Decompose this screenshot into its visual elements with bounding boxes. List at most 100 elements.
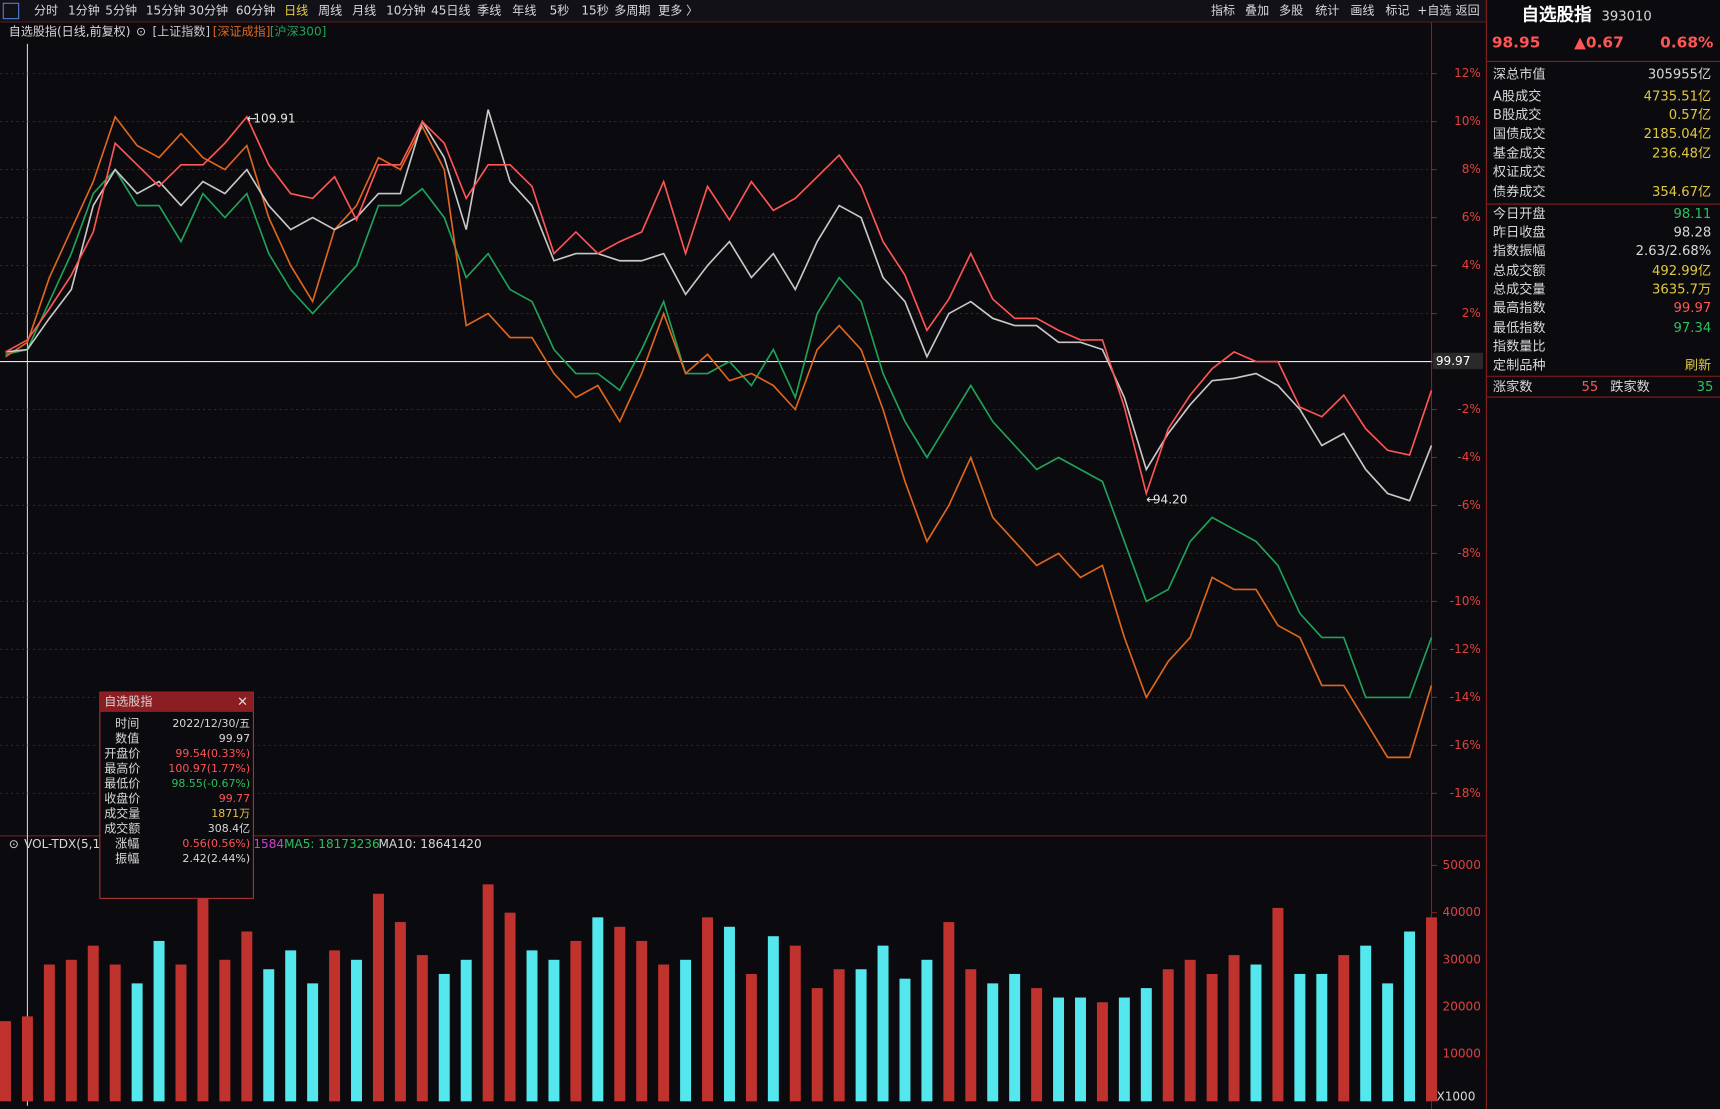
volume-bar — [329, 950, 341, 1102]
volume-bar — [1228, 955, 1240, 1102]
breadth-value: 35 — [1697, 380, 1714, 395]
toolbar-button[interactable]: 月线 — [352, 3, 376, 17]
volume-bar — [767, 936, 779, 1102]
menu-icon[interactable] — [2, 2, 20, 20]
stat-label: 定制品种 — [1493, 357, 1546, 373]
volume-bar — [1272, 907, 1284, 1102]
toolbar-button[interactable]: 指标 — [1211, 2, 1235, 17]
y-tick-label: -8% — [1457, 546, 1480, 560]
volume-bar — [789, 945, 801, 1102]
stat-value: 2185.04亿 — [1644, 126, 1712, 142]
legend-entry[interactable]: [上证指数] — [152, 23, 210, 38]
toolbar-button[interactable]: 更多 〉 — [658, 3, 698, 17]
volume-bar — [87, 945, 99, 1102]
volume-bar — [570, 940, 582, 1102]
volume-bar — [197, 898, 209, 1102]
toolbar-button[interactable]: 周线 — [318, 3, 342, 17]
volume-bar — [1316, 973, 1328, 1102]
volume-bar — [614, 926, 626, 1102]
volume-icon: ⊙ — [9, 837, 19, 851]
volume-bar — [1294, 973, 1306, 1102]
main-chart: 12%10%8%6%4%2%0%-2%-4%-6%-8%-10%-12%-14%… — [0, 23, 1484, 800]
y-tick-label: 40000 — [1443, 905, 1481, 919]
toolbar-button[interactable]: 10分钟 — [386, 2, 425, 17]
toolbar-button[interactable]: 1分钟 — [68, 2, 100, 17]
tooltip-box — [99, 691, 254, 899]
volume-bar — [1074, 997, 1086, 1102]
volume-bar — [153, 940, 165, 1102]
stat-label: 今日开盘 — [1493, 205, 1546, 222]
stat-value: 0.57亿 — [1669, 107, 1711, 123]
stat-label: 基金成交 — [1493, 145, 1546, 162]
stat-label: 深总市值 — [1493, 66, 1546, 83]
y-tick-label: 6% — [1462, 210, 1481, 224]
toolbar-button[interactable]: 统计 — [1315, 3, 1339, 17]
tooltip-value: 99.54(0.33%) — [175, 747, 250, 760]
tooltip-value: 99.97 — [219, 732, 250, 745]
stat-value: 98.28 — [1674, 226, 1712, 241]
y-tick-label: 10000 — [1443, 1047, 1481, 1061]
y-tick-label: -4% — [1457, 450, 1480, 464]
panel-name: 自选股指 — [1521, 4, 1592, 25]
toolbar-button[interactable]: 标记 — [1385, 3, 1409, 17]
toolbar-button[interactable]: 画线 — [1350, 3, 1374, 17]
stat-label: 总成交额 — [1493, 262, 1546, 279]
toolbar-button[interactable]: 30分钟 — [189, 2, 228, 17]
stat-label: 权证成交 — [1493, 163, 1546, 180]
annotation-arrow: ← — [247, 112, 257, 126]
tooltip-title: 自选股指 — [104, 694, 152, 709]
volume-bar — [855, 969, 867, 1102]
toolbar-button[interactable]: 日线 — [284, 3, 308, 17]
tooltip-close[interactable]: ✕ — [237, 695, 248, 710]
volume-bar — [65, 959, 77, 1102]
volume-bar — [438, 973, 450, 1102]
volume-title: VOL-TDX(5,1 — [24, 837, 100, 851]
panel-change: ▲0.67 — [1574, 33, 1624, 51]
toolbar-button[interactable]: 季线 — [477, 3, 501, 17]
stat-value[interactable]: 刷新 — [1685, 357, 1711, 373]
tooltip-value: 99.77 — [219, 792, 250, 805]
toolbar — [0, 0, 1487, 22]
volume-bar — [21, 1016, 33, 1102]
toolbar-button[interactable]: 年线 — [512, 3, 536, 17]
price-tag-bg — [1432, 352, 1484, 370]
toolbar-button[interactable]: 返回 — [1456, 3, 1480, 17]
tooltip-value: 0.56(0.56%) — [182, 837, 250, 850]
legend-entry[interactable]: [深证成指] — [213, 23, 271, 38]
volume-bar — [43, 964, 55, 1102]
toolbar-button[interactable]: 5分钟 — [105, 2, 137, 17]
volume-bar — [833, 969, 845, 1102]
stat-value: 4735.51亿 — [1644, 89, 1712, 105]
y-tick-label: 12% — [1454, 66, 1481, 80]
info-panel: 自选股指 393010 98.95 ▲0.67 0.68% 深总市值 305955… — [1486, 4, 1720, 398]
volume-bar — [1140, 988, 1152, 1102]
toolbar-button[interactable]: 15分钟 — [146, 2, 185, 17]
toolbar-button[interactable]: 叠加 — [1245, 3, 1269, 17]
y-tick-label: -14% — [1450, 690, 1481, 704]
toolbar-button[interactable]: +自选 — [1417, 3, 1451, 17]
toolbar-button[interactable]: 5秒 — [550, 3, 570, 17]
toolbar-button[interactable]: 多周期 — [614, 3, 650, 17]
legend-entry[interactable]: [沪深300] — [270, 24, 327, 38]
volume-bar — [351, 959, 362, 1102]
tooltip-label: 最低价 — [104, 777, 140, 791]
volume-bar — [1118, 997, 1130, 1102]
stat-label: A股成交 — [1493, 88, 1541, 105]
y-tick-label: 2% — [1462, 306, 1481, 320]
y-tick-label: 20000 — [1443, 999, 1481, 1013]
toolbar-button[interactable]: 45日线 — [431, 3, 470, 17]
volume-bar — [1162, 969, 1174, 1102]
annotation: 94.20 — [1153, 493, 1188, 507]
volume-bar — [1031, 988, 1043, 1102]
toolbar-button[interactable]: 15秒 — [581, 3, 608, 17]
volume-bar — [1338, 955, 1350, 1102]
tooltip-value: 2022/12/30/五 — [172, 717, 250, 730]
unit-label: X1000 — [1436, 1089, 1475, 1103]
volume-bar — [702, 917, 714, 1102]
toolbar-button[interactable]: 分时 — [34, 3, 58, 17]
toolbar-button[interactable]: 多股 — [1279, 3, 1303, 17]
toolbar-button[interactable]: 60分钟 — [236, 2, 275, 17]
volume-bar — [1053, 997, 1065, 1102]
volume-bar — [263, 969, 275, 1102]
